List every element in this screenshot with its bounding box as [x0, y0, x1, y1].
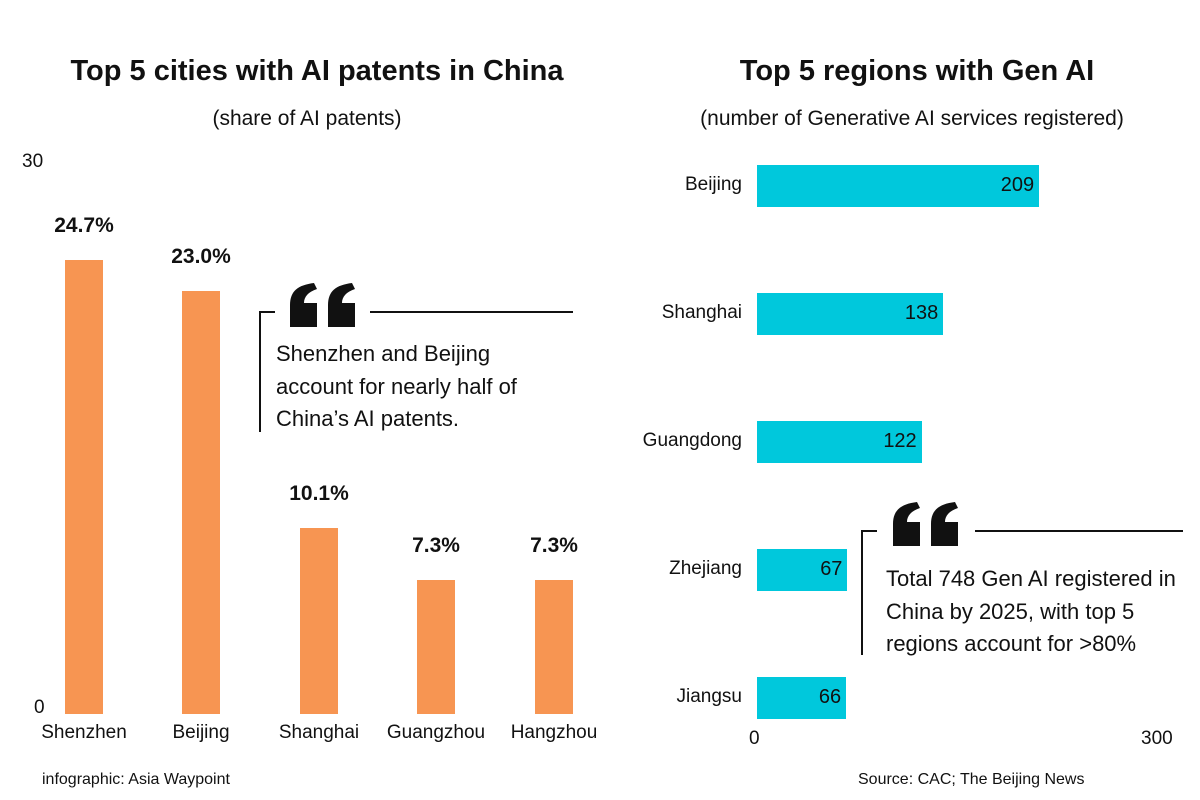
value-label: 7.3%: [412, 533, 460, 557]
quote-bracket-vertical: [259, 311, 261, 432]
right-annotation: Total 748 Gen AI registered in China by …: [886, 566, 1176, 656]
value-label: 24.7%: [54, 213, 114, 237]
x-tick-min: 0: [749, 728, 760, 749]
quote-bracket-vertical-2: [861, 530, 863, 655]
bar-beijing: [757, 165, 1040, 207]
category-label: Jiangsu: [676, 686, 743, 707]
bar-guangzhou: [417, 579, 455, 714]
quote-rule-2: [975, 530, 1183, 532]
value-label: 209: [1000, 174, 1035, 196]
category-label: Guangdong: [642, 430, 742, 451]
value-label: 23.0%: [171, 244, 231, 268]
x-tick-max: 300: [1141, 728, 1173, 749]
value-label: 122: [883, 430, 917, 452]
source: Source: CAC; The Beijing News: [858, 771, 1085, 788]
value-label: 138: [904, 302, 939, 324]
category-label: Hangzhou: [510, 722, 598, 743]
bar-shanghai: [757, 293, 944, 335]
left-chart-subtitle: (share of AI patents): [212, 107, 402, 130]
bar-shanghai: [300, 528, 338, 714]
category-label: Beijing: [172, 722, 230, 743]
category-label: Shanghai: [278, 722, 360, 743]
quote-bracket-top-2: [861, 530, 877, 532]
bar-jiangsu: [757, 677, 847, 719]
right-chart-title: Top 5 regions with Gen AI: [739, 55, 1095, 87]
category-label: Shenzhen: [41, 722, 127, 743]
y-tick-min: 0: [34, 697, 45, 718]
quote-rule: [370, 311, 573, 313]
category-label: Guangzhou: [386, 722, 486, 743]
bar-hangzhou: [535, 579, 573, 714]
quote-icon: [290, 283, 355, 327]
left-chart-title: Top 5 cities with AI patents in China: [70, 55, 564, 87]
right-chart-subtitle: (number of Generative AI services regist…: [700, 107, 1124, 130]
bar-zhejiang: [757, 549, 848, 591]
bar-guangdong: [757, 421, 922, 463]
left-annotation: Shenzhen and Beijing account for nearly …: [276, 341, 517, 431]
bar-shenzhen: [65, 259, 103, 714]
credit: infographic: Asia Waypoint: [42, 771, 230, 788]
value-label: 67: [820, 558, 843, 580]
category-label: Zhejiang: [669, 558, 742, 579]
value-label: 66: [818, 686, 842, 708]
quote-bracket-top: [259, 311, 275, 313]
category-label: Shanghai: [661, 302, 742, 323]
category-label: Beijing: [684, 174, 742, 195]
y-tick-max: 30: [22, 151, 44, 172]
quote-icon-2: [893, 502, 958, 546]
value-label: 7.3%: [530, 533, 578, 557]
value-label: 10.1%: [289, 482, 349, 506]
bar-beijing: [182, 290, 220, 714]
